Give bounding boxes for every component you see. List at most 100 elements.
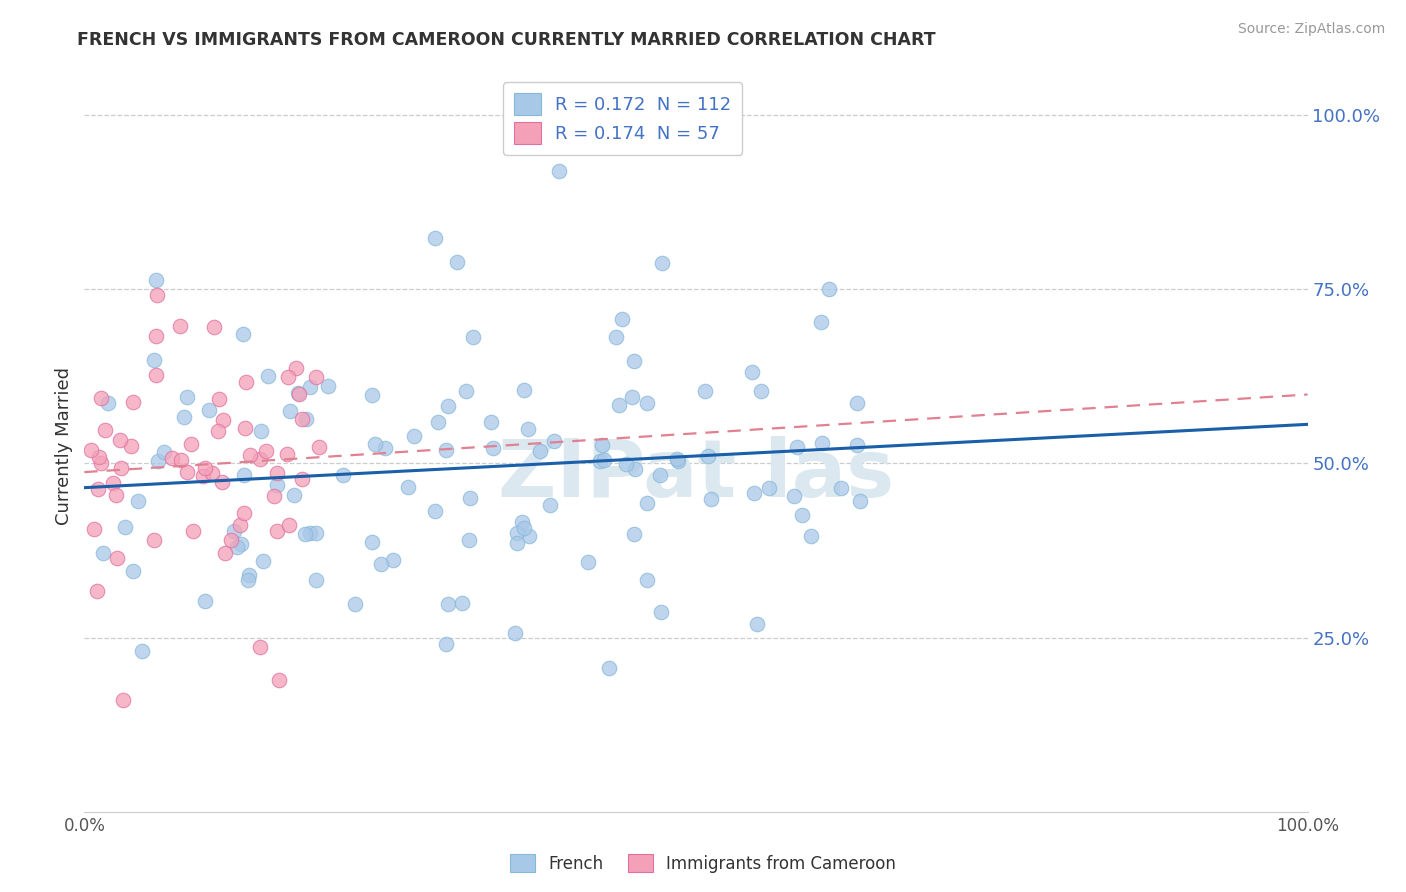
Point — [83, 522, 105, 536]
Point — [87, 482, 110, 496]
Point — [93, 424, 115, 438]
Point — [229, 537, 252, 551]
Point — [423, 230, 446, 244]
Point — [810, 315, 832, 329]
Point — [529, 444, 551, 458]
Point — [145, 368, 167, 382]
Point — [103, 476, 125, 491]
Point — [208, 392, 231, 406]
Point — [288, 386, 311, 401]
Point — [105, 488, 128, 502]
Point — [423, 504, 446, 518]
Point — [456, 384, 478, 398]
Point — [607, 398, 630, 412]
Point — [87, 450, 110, 465]
Point — [749, 384, 772, 398]
Point — [249, 640, 271, 654]
Point — [122, 564, 145, 578]
Point — [202, 320, 225, 334]
Point — [110, 460, 132, 475]
Point — [194, 460, 217, 475]
Point — [446, 255, 468, 269]
Point — [697, 450, 720, 464]
Point — [283, 487, 305, 501]
Point — [576, 555, 599, 569]
Point — [741, 365, 763, 379]
Point — [332, 467, 354, 482]
Text: FRENCH VS IMMIGRANTS FROM CAMEROON CURRENTLY MARRIED CORRELATION CHART: FRENCH VS IMMIGRANTS FROM CAMEROON CURRE… — [77, 31, 936, 49]
Point — [284, 360, 307, 375]
Point — [623, 353, 645, 368]
Point — [194, 594, 217, 608]
Point — [142, 353, 165, 368]
Point — [173, 410, 195, 425]
Point — [427, 415, 450, 429]
Point — [191, 469, 214, 483]
Point — [503, 625, 526, 640]
Point — [290, 412, 312, 426]
Point — [593, 453, 616, 467]
Point — [280, 404, 302, 418]
Point — [176, 390, 198, 404]
Point — [249, 451, 271, 466]
Point — [212, 413, 235, 427]
Point — [122, 395, 145, 409]
Point — [263, 490, 285, 504]
Point — [142, 533, 165, 547]
Point — [517, 529, 540, 543]
Point — [343, 597, 366, 611]
Point — [434, 443, 457, 458]
Y-axis label: Currently Married: Currently Married — [55, 367, 73, 525]
Point — [226, 541, 249, 555]
Point — [636, 573, 658, 587]
Point — [266, 524, 288, 538]
Point — [436, 597, 458, 611]
Point — [360, 534, 382, 549]
Point — [648, 467, 671, 482]
Point — [287, 385, 309, 400]
Point — [665, 451, 688, 466]
Point — [233, 467, 256, 482]
Point — [236, 573, 259, 587]
Point — [621, 390, 644, 404]
Point — [169, 319, 191, 334]
Point — [160, 450, 183, 465]
Point — [305, 573, 328, 587]
Point — [222, 524, 245, 538]
Point — [276, 447, 298, 461]
Point — [458, 491, 481, 506]
Point — [105, 550, 128, 565]
Point — [316, 379, 339, 393]
Point — [180, 437, 202, 451]
Point — [294, 411, 316, 425]
Point — [252, 554, 274, 568]
Point — [93, 546, 115, 560]
Point — [181, 524, 204, 539]
Point — [207, 424, 229, 438]
Point — [505, 536, 527, 550]
Point — [636, 396, 658, 410]
Point — [846, 396, 869, 410]
Point — [540, 499, 562, 513]
Point — [219, 533, 242, 548]
Point — [693, 384, 716, 399]
Point — [479, 415, 502, 429]
Point — [176, 465, 198, 479]
Point — [800, 529, 823, 543]
Point — [108, 433, 131, 447]
Point — [845, 437, 868, 451]
Point — [127, 494, 149, 508]
Point — [506, 526, 529, 541]
Point — [482, 442, 505, 456]
Point — [745, 617, 768, 632]
Point — [170, 453, 193, 467]
Point — [146, 288, 169, 302]
Point — [742, 486, 765, 500]
Point — [699, 491, 721, 506]
Point — [153, 444, 176, 458]
Point — [277, 369, 299, 384]
Point — [97, 396, 120, 410]
Point — [598, 660, 620, 674]
Point — [120, 439, 142, 453]
Point — [145, 329, 167, 343]
